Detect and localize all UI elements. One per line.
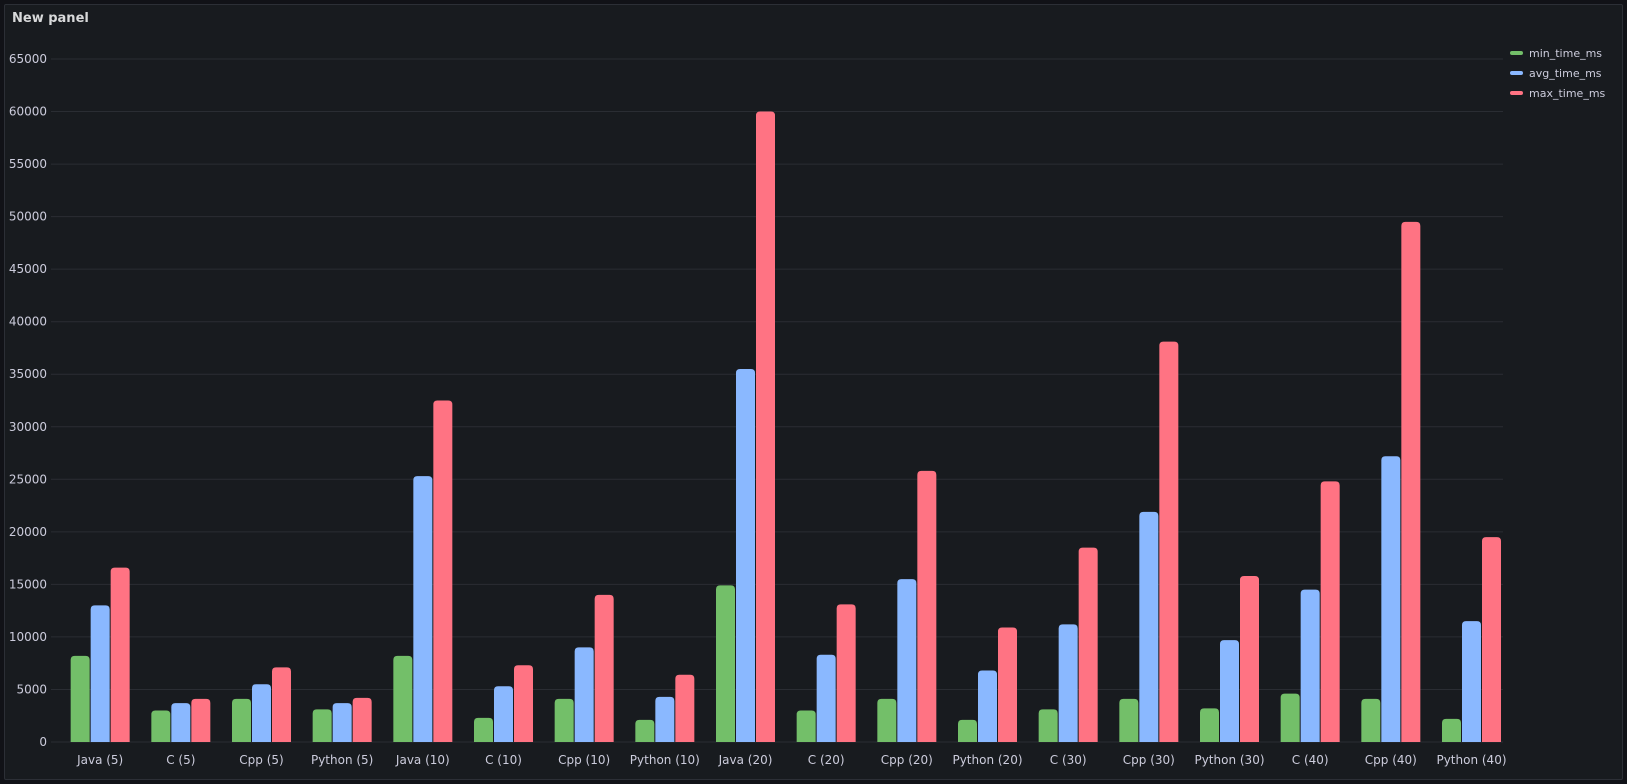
bar-min_time_ms	[1361, 698, 1381, 742]
chart-legend: min_time_ms avg_time_ms max_time_ms	[1510, 43, 1620, 103]
bar-avg_time_ms	[1381, 456, 1401, 742]
bar-avg_time_ms	[897, 579, 917, 742]
bar-avg_time_ms	[332, 703, 352, 742]
y-tick-label: 5000	[16, 682, 47, 696]
x-tick-label: Python (30)	[1194, 753, 1264, 767]
x-tick-label: C (10)	[485, 753, 522, 767]
x-tick-label: Java (10)	[395, 753, 450, 767]
bar-min_time_ms	[1200, 708, 1219, 742]
y-tick-label: 55000	[9, 157, 47, 171]
bar-avg_time_ms	[655, 696, 675, 742]
y-tick-label: 25000	[9, 472, 47, 486]
x-tick-label: Cpp (5)	[239, 753, 283, 767]
bar-max_time_ms	[1482, 537, 1501, 742]
bar-min_time_ms	[70, 655, 90, 742]
bar-avg_time_ms	[1058, 624, 1078, 742]
bar-min_time_ms	[232, 698, 251, 742]
bar-min_time_ms	[554, 698, 574, 742]
x-tick-label: C (20)	[808, 753, 845, 767]
bar-avg_time_ms	[1220, 640, 1239, 742]
legend-swatch	[1510, 71, 1523, 75]
y-tick-label: 15000	[9, 577, 47, 591]
bar-max_time_ms	[514, 665, 533, 742]
bar-max_time_ms	[1078, 547, 1098, 742]
bar-max_time_ms	[352, 697, 372, 742]
bar-min_time_ms	[635, 719, 655, 742]
legend-item-min_time_ms[interactable]: min_time_ms	[1510, 43, 1620, 63]
y-tick-label: 30000	[9, 420, 47, 434]
y-tick-label: 10000	[9, 630, 47, 644]
panel-title[interactable]: New panel	[12, 11, 89, 26]
bar-avg_time_ms	[1300, 589, 1320, 742]
y-tick-label: 0	[39, 735, 47, 749]
legend-item-avg_time_ms[interactable]: avg_time_ms	[1510, 63, 1620, 83]
y-tick-label: 35000	[9, 367, 47, 381]
x-tick-label: Java (20)	[718, 753, 773, 767]
bar-max_time_ms	[998, 627, 1017, 742]
y-tick-label: 65000	[9, 52, 47, 66]
x-tick-label: Cpp (30)	[1123, 753, 1175, 767]
x-tick-label: Python (20)	[952, 753, 1022, 767]
bar-max_time_ms	[1240, 575, 1259, 742]
bar-avg_time_ms	[736, 368, 755, 742]
y-tick-label: 40000	[9, 315, 47, 329]
bar-max_time_ms	[1320, 481, 1340, 742]
bar-min_time_ms	[312, 709, 332, 742]
x-tick-label: C (40)	[1292, 753, 1329, 767]
bar-avg_time_ms	[171, 703, 191, 742]
legend-swatch	[1510, 51, 1523, 55]
bar-max_time_ms	[272, 667, 291, 742]
legend-swatch	[1510, 91, 1523, 95]
y-tick-label: 20000	[9, 525, 47, 539]
bar-min_time_ms	[796, 710, 816, 742]
bar-avg_time_ms	[574, 647, 594, 742]
x-tick-label: Cpp (10)	[558, 753, 610, 767]
bar-min_time_ms	[1442, 718, 1461, 742]
bar-min_time_ms	[1280, 693, 1300, 742]
y-tick-label: 60000	[9, 105, 47, 119]
x-tick-label: Python (10)	[630, 753, 700, 767]
bar-max_time_ms	[756, 111, 775, 743]
bar-avg_time_ms	[1139, 511, 1159, 742]
bar-avg_time_ms	[978, 670, 997, 742]
bar-avg_time_ms	[413, 476, 433, 742]
bar-min_time_ms	[474, 717, 493, 742]
chart-panel: New panel	[4, 4, 1623, 780]
bar-max_time_ms	[675, 674, 695, 742]
bar-max_time_ms	[917, 470, 937, 742]
bar-max_time_ms	[1401, 221, 1421, 742]
legend-label: min_time_ms	[1529, 46, 1603, 60]
x-tick-label: Cpp (40)	[1365, 753, 1417, 767]
bar-max_time_ms	[1159, 341, 1179, 742]
bar-min_time_ms	[1038, 709, 1058, 742]
legend-label: avg_time_ms	[1529, 66, 1602, 80]
bar-max_time_ms	[191, 698, 211, 742]
bar-max_time_ms	[594, 594, 614, 742]
x-tick-label: Python (5)	[311, 753, 373, 767]
bar-min_time_ms	[877, 698, 897, 742]
bar-max_time_ms	[433, 400, 453, 742]
bar-max_time_ms	[836, 604, 856, 742]
legend-label: max_time_ms	[1529, 86, 1606, 100]
bar-min_time_ms	[958, 719, 977, 742]
bar-avg_time_ms	[494, 686, 513, 742]
bar-avg_time_ms	[90, 605, 110, 742]
bar-avg_time_ms	[252, 684, 271, 742]
bar-avg_time_ms	[1462, 621, 1481, 742]
y-tick-label: 45000	[9, 262, 47, 276]
x-tick-label: C (30)	[1050, 753, 1087, 767]
bar-min_time_ms	[151, 710, 171, 742]
x-tick-label: C (5)	[166, 753, 195, 767]
bar-min_time_ms	[1119, 698, 1139, 742]
bar-min_time_ms	[716, 585, 735, 742]
bar-avg_time_ms	[816, 654, 836, 742]
x-tick-label: Python (40)	[1436, 753, 1506, 767]
bar-min_time_ms	[393, 655, 413, 742]
bar-max_time_ms	[110, 567, 130, 742]
x-tick-label: Cpp (20)	[881, 753, 933, 767]
y-tick-label: 50000	[9, 210, 47, 224]
x-tick-label: Java (5)	[76, 753, 123, 767]
legend-item-max_time_ms[interactable]: max_time_ms	[1510, 83, 1620, 103]
